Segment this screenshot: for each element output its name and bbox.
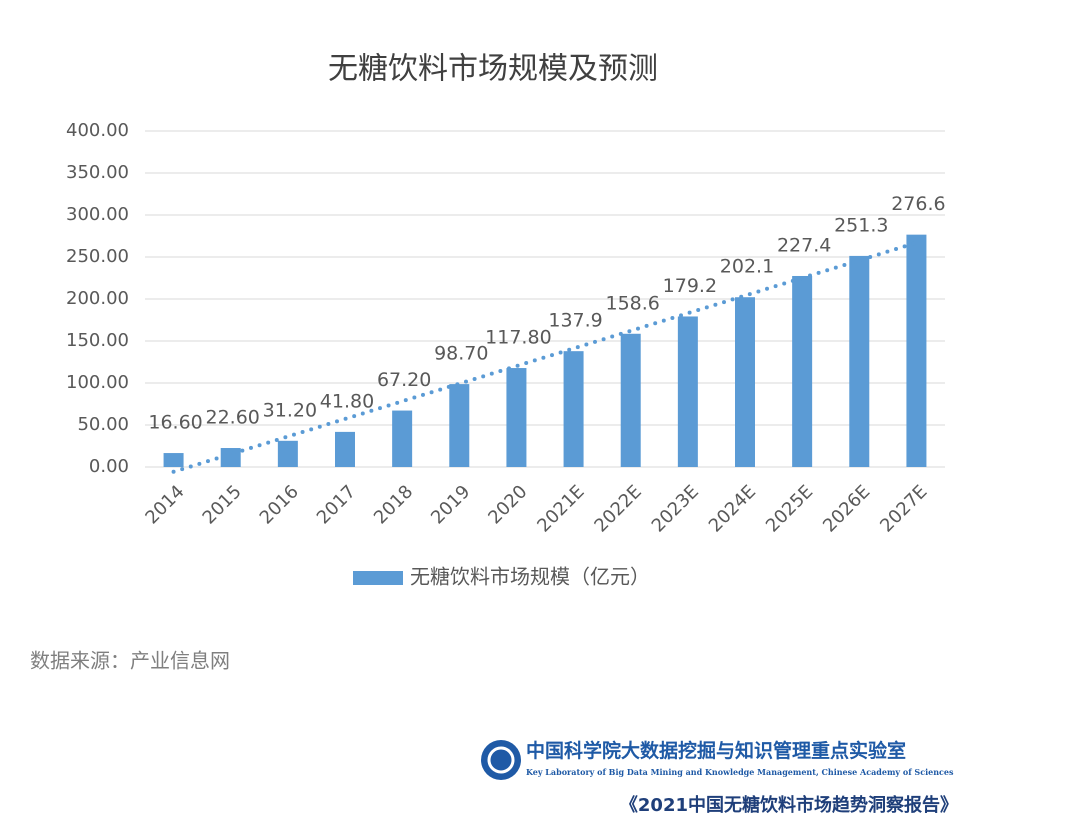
x-tick-label: 2015 [199, 481, 246, 528]
value-label: 137.9 [548, 310, 602, 332]
x-tick-label: 2024E [705, 481, 760, 536]
x-tick-label: 2027E [876, 481, 931, 536]
footer-org-en: Key Laboratory of Big Data Mining and Kn… [526, 767, 954, 777]
trendline [171, 240, 919, 474]
source: 数据来源：产业信息网 [30, 649, 230, 673]
bar [563, 351, 584, 467]
value-label: 227.4 [777, 234, 831, 256]
bar [449, 384, 470, 467]
bar [163, 453, 184, 467]
bar [335, 431, 355, 467]
bar [277, 440, 298, 467]
bar [677, 316, 698, 467]
x-tick-label: 2020 [484, 481, 531, 528]
value-label: 117.80 [485, 327, 551, 349]
bar [792, 275, 813, 467]
x-tick-label: 2025E [762, 481, 817, 536]
value-label: 179.2 [663, 275, 717, 297]
y-tick-label: 250.00 [66, 246, 129, 267]
value-label: 41.80 [320, 390, 374, 412]
bar [392, 410, 413, 467]
y-tick-label: 200.00 [66, 288, 129, 309]
value-label: 31.20 [263, 399, 317, 421]
legend-swatch [353, 571, 403, 585]
y-tick-label: 100.00 [66, 372, 129, 393]
x-tick-label: 2016 [256, 481, 303, 528]
value-label: 202.1 [720, 256, 774, 278]
x-tick-label: 2021E [533, 481, 588, 536]
x-tick-label: 2022E [590, 481, 645, 536]
x-tick-label: 2014 [141, 481, 188, 528]
legend-label: 无糖饮料市场规模（亿元） [410, 565, 650, 589]
logo [481, 740, 521, 780]
value-label: 251.3 [834, 214, 888, 236]
y-tick-label: 50.00 [77, 414, 129, 435]
y-tick-label: 0.00 [89, 456, 129, 477]
footer-logo [481, 740, 521, 780]
value-label: 276.6 [891, 193, 945, 215]
y-tick-label: 350.00 [66, 162, 129, 183]
bar [220, 448, 241, 467]
y-tick-label: 300.00 [66, 204, 129, 225]
y-tick-label: 150.00 [66, 330, 129, 351]
y-tick-label: 400.00 [66, 120, 129, 141]
x-tick-label: 2017 [313, 481, 360, 528]
footer-org: 中国科学院大数据挖掘与知识管理重点实验室 [526, 739, 906, 762]
value-label: 98.70 [434, 343, 488, 365]
x-tick-label: 2019 [427, 481, 474, 528]
value-label: 22.60 [206, 407, 260, 429]
logo-ring [487, 746, 515, 774]
value-label: 158.6 [606, 292, 660, 314]
chart-title: 无糖饮料市场规模及预测 [328, 52, 658, 87]
x-tick-label: 2023E [648, 481, 703, 536]
bar [849, 255, 870, 467]
x-tick-label: 2026E [819, 481, 874, 536]
footer-report: 《2021中国无糖饮料市场趋势洞察报告》 [620, 794, 958, 816]
bar [506, 368, 527, 467]
x-tick-label: 2018 [370, 481, 417, 528]
value-label: 67.20 [377, 369, 431, 391]
value-label: 16.60 [148, 412, 202, 434]
bar [906, 234, 927, 467]
bar [735, 297, 755, 467]
bar [620, 333, 641, 467]
